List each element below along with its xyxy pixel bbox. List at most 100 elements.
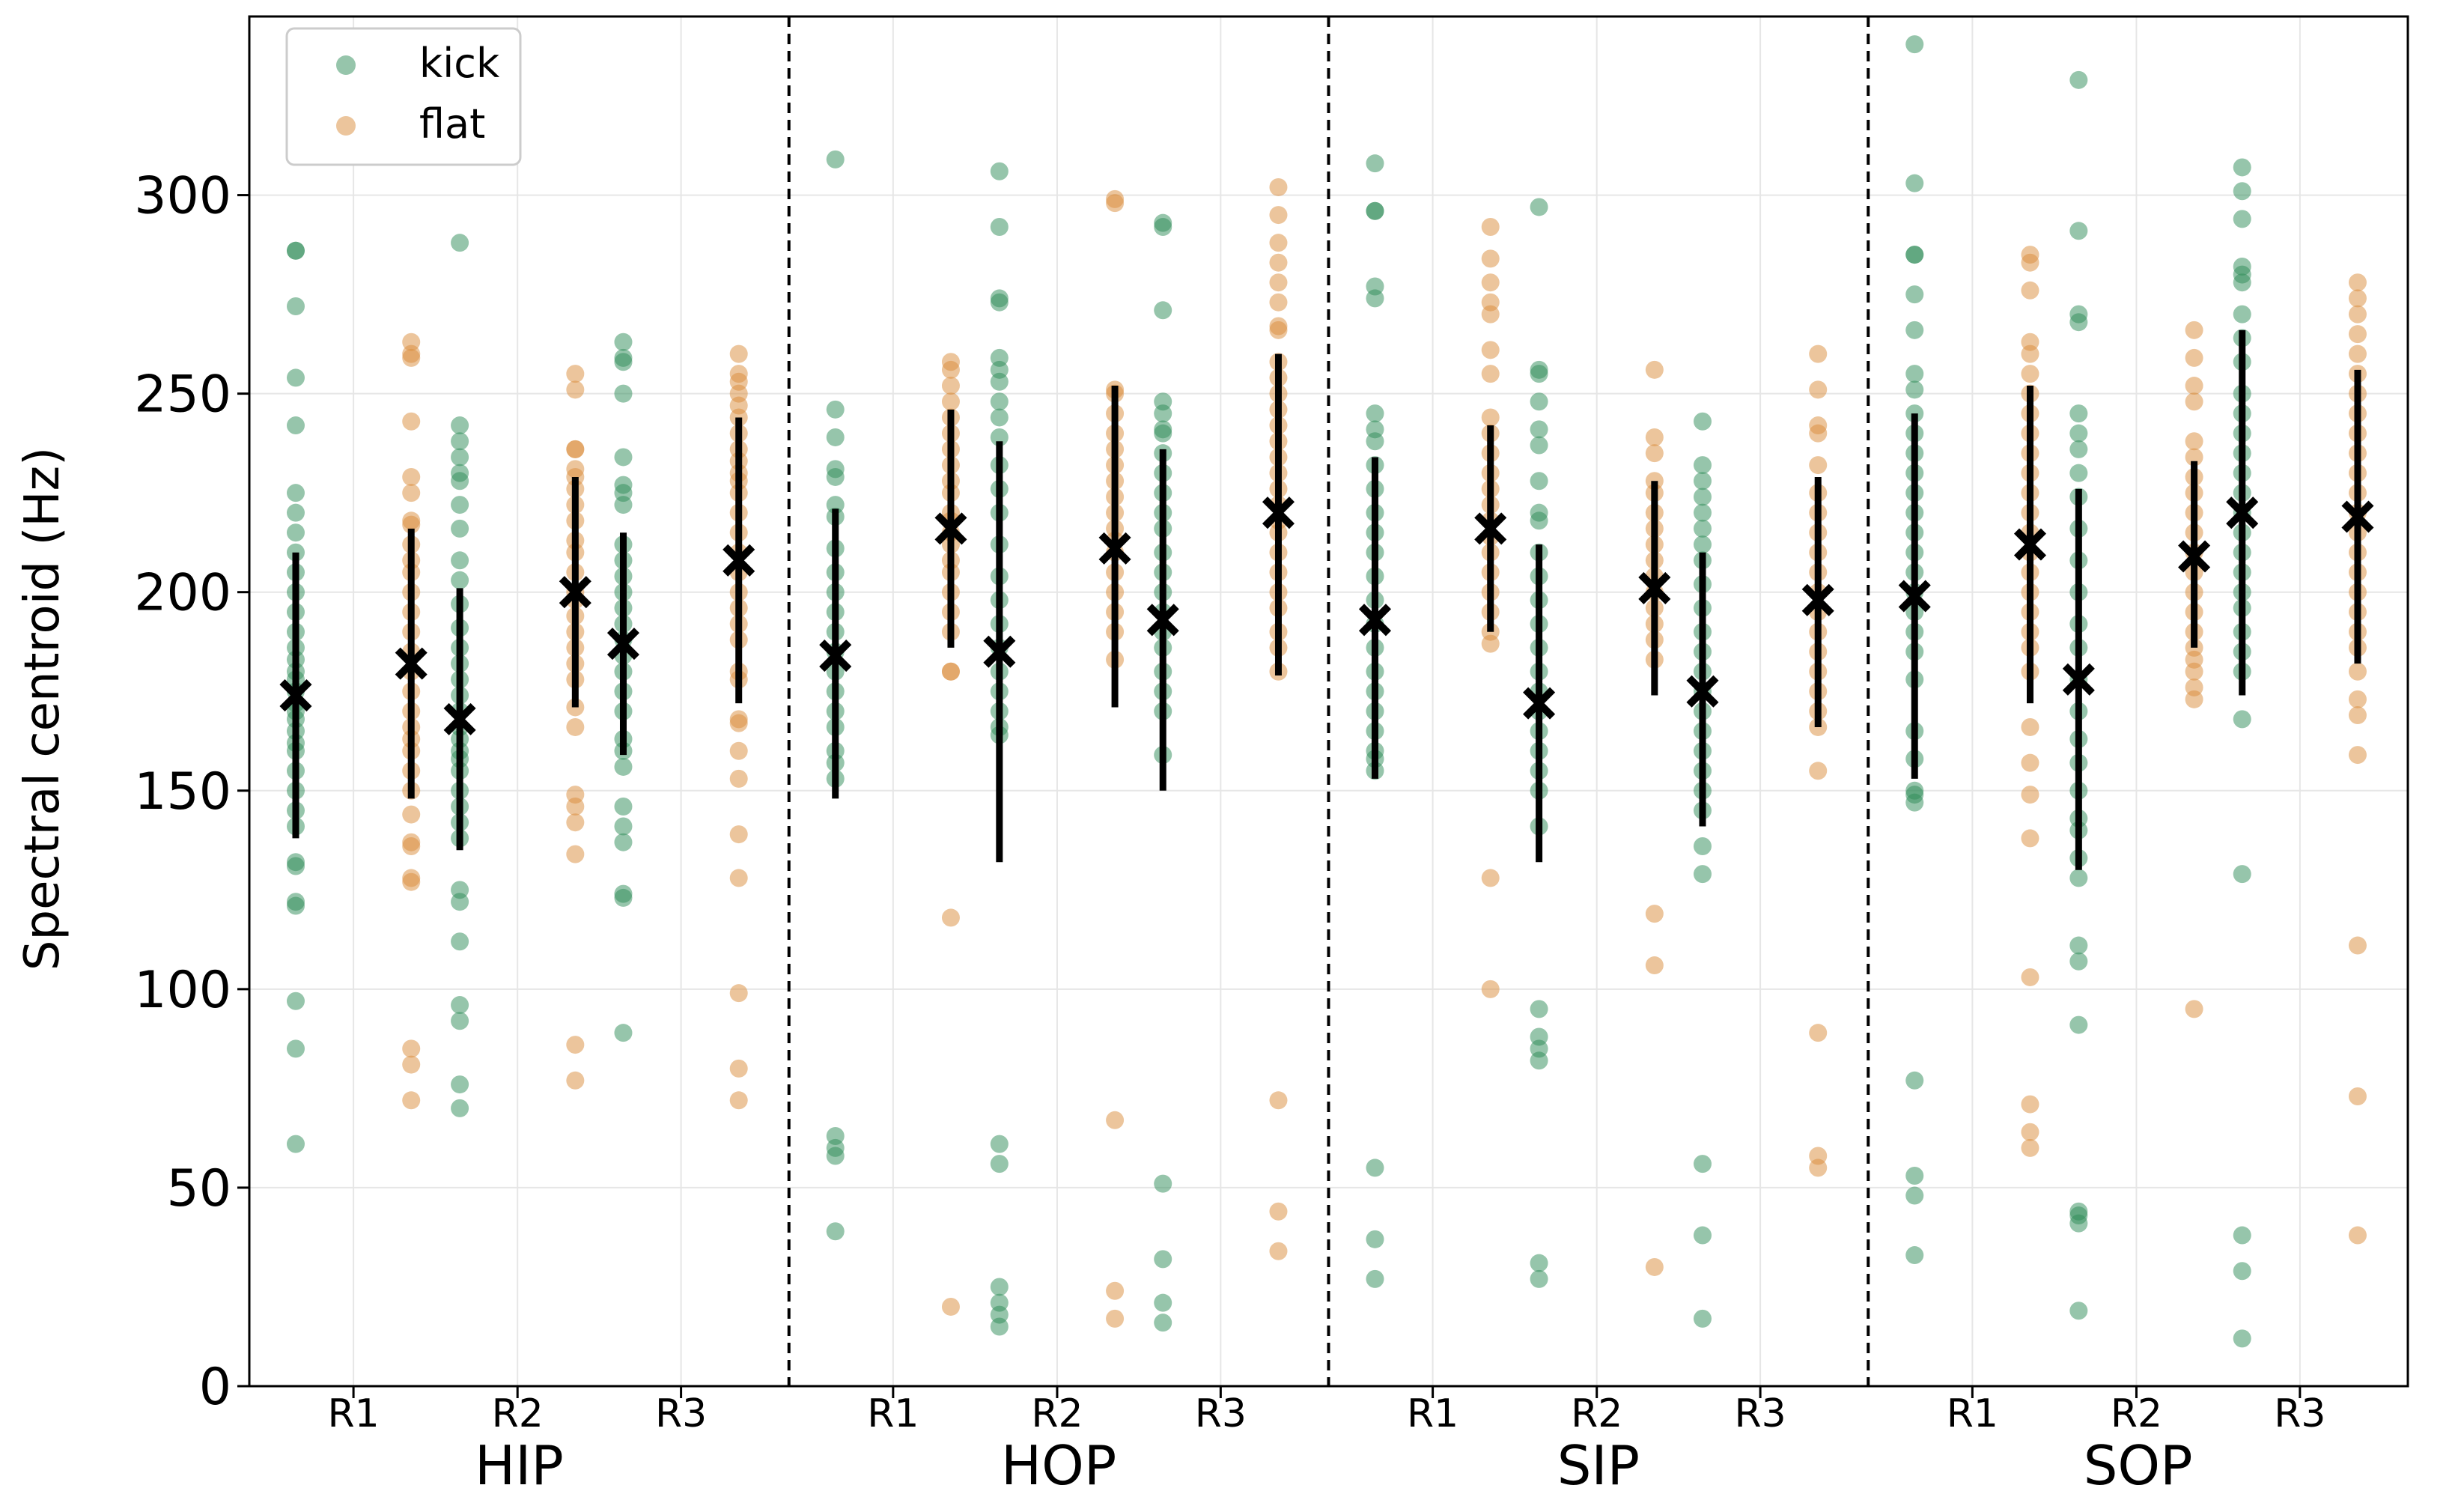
flat-mean-stroke [1638, 571, 1671, 604]
x-tick-label: R3 [1195, 1391, 1247, 1436]
flat-point [566, 717, 585, 736]
flat-point [1481, 217, 1500, 236]
flat-point [2021, 365, 2039, 383]
kick-mean-stroke [279, 679, 312, 712]
flat-point [566, 365, 585, 383]
flat-point [2021, 786, 2039, 804]
kick-point [2233, 158, 2251, 177]
flat-point [402, 1091, 421, 1110]
flat-point [1106, 1281, 1125, 1300]
group-dividers [787, 16, 1870, 1386]
flat-point [2185, 321, 2203, 339]
flat-point [1481, 249, 1500, 268]
flat-point [2021, 246, 2039, 264]
kick-point [451, 496, 469, 514]
kick-point [2069, 936, 2088, 955]
kick-point [990, 392, 1009, 411]
kick-point [990, 408, 1009, 427]
flat-point [1809, 416, 1828, 435]
flat-point [1269, 1242, 1288, 1260]
flat-mean-stroke [934, 512, 967, 545]
kick-mean-marker [1358, 604, 1392, 637]
kick-point [990, 348, 1009, 367]
kick-mean-marker [279, 679, 312, 712]
kick-point [286, 853, 305, 872]
flat-point [2021, 753, 2039, 772]
flat-point [1106, 1111, 1125, 1129]
kick-point [286, 297, 305, 316]
flat-point [729, 1091, 748, 1110]
x-tick-label: R2 [1031, 1391, 1083, 1436]
kick-mean-stroke [1358, 604, 1392, 637]
kick-point [1530, 1269, 1548, 1288]
flat-point [2021, 332, 2039, 351]
kick-mean-marker [2226, 497, 2259, 529]
kick-mean-stroke [1146, 604, 1179, 637]
kick-point [451, 932, 469, 951]
flat-point [2348, 273, 2367, 292]
flat-point [566, 813, 585, 832]
kick-point [286, 484, 305, 502]
flat-point [2348, 690, 2367, 708]
kick-point [1693, 837, 1712, 856]
flat-point [941, 1297, 960, 1316]
kick-point [1366, 420, 1384, 439]
kick-point [1154, 213, 1172, 232]
y-tick-label: 200 [134, 564, 231, 623]
kick-point [2069, 464, 2088, 482]
kick-point [1905, 380, 1924, 399]
kick-point [451, 1012, 469, 1030]
kick-point [614, 1024, 633, 1042]
flat-point [402, 1055, 421, 1074]
kick-point [286, 992, 305, 1010]
y-axis-label: Spectral centroid (Hz) [15, 447, 70, 971]
flat-point [2348, 325, 2367, 344]
flat-point [2021, 1123, 2039, 1141]
kick-mean-stroke [983, 635, 1016, 668]
flat-point [1106, 189, 1125, 208]
flat-point [566, 1071, 585, 1090]
kick-point [1693, 412, 1712, 431]
flat-point [729, 984, 748, 1003]
flat-point [2185, 432, 2203, 451]
x-tick-label: R1 [867, 1391, 919, 1436]
flat-mean-marker [1801, 583, 1834, 616]
kick-point [1693, 519, 1712, 538]
flat-mean-stroke [1098, 532, 1131, 565]
plot-frame [248, 15, 2409, 1388]
x-tick-label: R1 [327, 1391, 379, 1436]
flat-point [1106, 1309, 1125, 1328]
flat-point [1481, 408, 1500, 427]
kick-point [2069, 404, 2088, 423]
flat-point [2348, 662, 2367, 681]
kick-point [1530, 420, 1548, 439]
flat-mean-stroke [395, 647, 428, 680]
flat-point [1645, 956, 1664, 975]
flat-point [2021, 829, 2039, 848]
kick-point [1530, 1000, 1548, 1018]
kick-point [1905, 285, 1924, 304]
kick-point [286, 1039, 305, 1058]
flat-mean-marker [1098, 532, 1131, 565]
kick-point [1693, 472, 1712, 491]
kick-point [1905, 1071, 1924, 1090]
kick-point [614, 348, 633, 367]
kick-point [1366, 154, 1384, 173]
kick-point [1905, 1186, 1924, 1205]
kick-point [451, 1099, 469, 1117]
kick-point [1530, 198, 1548, 216]
flat-mean-stroke [2013, 528, 2047, 561]
kick-point [1905, 321, 1924, 339]
kick-mean-marker [2062, 663, 2095, 696]
kick-point [990, 1293, 1009, 1312]
flat-mean-stroke [723, 544, 755, 577]
flat-mean-stroke [559, 576, 591, 609]
kick-point [1530, 472, 1548, 491]
kick-point [286, 368, 305, 387]
y-tick-label: 100 [134, 961, 231, 1020]
kick-point [990, 428, 1009, 446]
legend-label-kick: kick [419, 40, 500, 87]
group-label: SIP [1557, 1434, 1640, 1494]
kick-point [614, 757, 633, 776]
